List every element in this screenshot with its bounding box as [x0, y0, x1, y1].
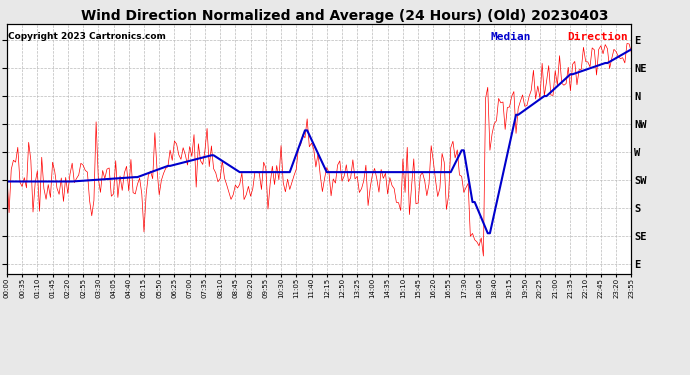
Text: Median: Median: [491, 32, 531, 42]
Text: Wind Direction Normalized and Average (24 Hours) (Old) 20230403: Wind Direction Normalized and Average (2…: [81, 9, 609, 23]
Text: Copyright 2023 Cartronics.com: Copyright 2023 Cartronics.com: [8, 32, 166, 41]
Text: Direction: Direction: [567, 32, 628, 42]
